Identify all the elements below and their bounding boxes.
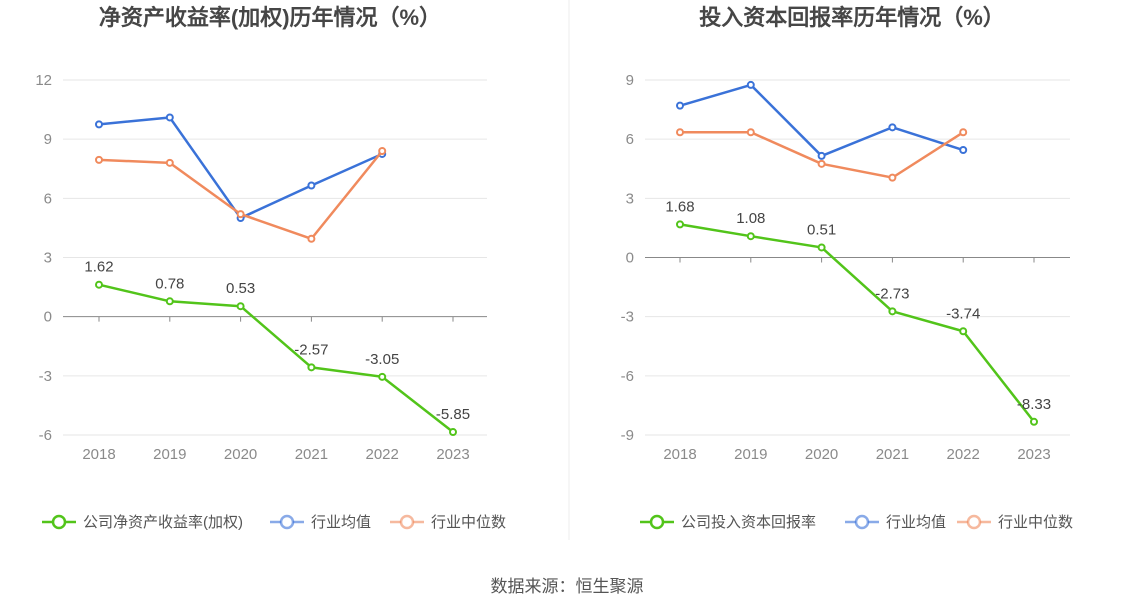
data-point-industry_avg bbox=[95, 120, 103, 129]
y-tick-label: -3 bbox=[39, 368, 52, 385]
data-label: -3.05 bbox=[365, 351, 399, 368]
data-point-company bbox=[676, 220, 684, 229]
x-tick-label: 2018 bbox=[663, 446, 696, 463]
legend-label: 公司净资产收益率(加权) bbox=[83, 514, 243, 531]
data-label: -2.57 bbox=[294, 341, 328, 358]
x-tick-label: 2019 bbox=[153, 446, 186, 463]
data-point-industry_avg bbox=[888, 123, 897, 132]
data-label: 1.68 bbox=[665, 198, 694, 215]
data-point-industry_avg bbox=[817, 151, 826, 160]
data-point-industry_avg bbox=[165, 113, 174, 122]
y-tick-label: -6 bbox=[39, 427, 52, 444]
x-tick-label: 2021 bbox=[295, 446, 328, 463]
data-point-company bbox=[449, 428, 457, 437]
series-line-industry_median bbox=[98, 150, 384, 241]
series-line-company bbox=[98, 283, 454, 434]
data-label: -3.74 bbox=[946, 305, 980, 322]
roic-chart-panel: 投入资本回报率历年情况（%） 9 6 3 0 -3 -6 -9 2018 2019 2020 2021… bbox=[621, 5, 1073, 531]
data-point-industry_median bbox=[959, 128, 968, 137]
data-point-industry_median bbox=[378, 147, 387, 155]
data-point-company bbox=[817, 243, 826, 252]
legend-marker-industry_avg bbox=[279, 514, 295, 530]
data-point-industry_median bbox=[236, 210, 245, 219]
legend-marker-company bbox=[51, 514, 67, 530]
data-point-industry_avg bbox=[307, 181, 316, 190]
data-point-company bbox=[746, 232, 755, 241]
x-tick-label: 2018 bbox=[82, 446, 115, 463]
x-tick-label: 2022 bbox=[947, 446, 980, 463]
data-point-company bbox=[165, 297, 174, 306]
x-tick-label: 2023 bbox=[436, 446, 469, 463]
data-label: 0.78 bbox=[155, 275, 184, 292]
y-tick-label: -9 bbox=[621, 427, 634, 444]
data-point-company bbox=[378, 372, 387, 381]
legend-label: 行业中位数 bbox=[431, 514, 506, 531]
series-line-industry_avg bbox=[679, 83, 964, 158]
data-label: -5.85 bbox=[436, 406, 470, 423]
data-label: 0.51 bbox=[807, 221, 836, 238]
data-point-company bbox=[236, 302, 245, 311]
data-point-industry_median bbox=[307, 234, 316, 243]
data-label: 1.08 bbox=[736, 210, 765, 227]
series-line-company bbox=[679, 223, 1035, 423]
data-point-industry_median bbox=[746, 128, 755, 137]
data-label: -8.33 bbox=[1017, 396, 1051, 413]
data-point-industry_median bbox=[888, 173, 897, 182]
data-point-industry_avg bbox=[959, 146, 968, 155]
legend-label: 行业均值 bbox=[311, 514, 371, 531]
y-tick-label: -6 bbox=[621, 368, 634, 385]
y-tick-label: -3 bbox=[621, 309, 634, 326]
legend-label: 行业均值 bbox=[886, 514, 946, 531]
data-point-industry_median bbox=[817, 159, 826, 168]
data-label: 0.53 bbox=[226, 280, 255, 297]
chart-title: 净资产收益率(加权)历年情况（%） bbox=[99, 5, 441, 30]
x-tick-label: 2021 bbox=[876, 446, 909, 463]
data-point-company bbox=[1030, 417, 1038, 426]
chart-title: 投入资本回报率历年情况（%） bbox=[699, 5, 1005, 30]
y-tick-label: 6 bbox=[626, 131, 634, 148]
data-source-note: 数据来源：恒生聚源 bbox=[491, 577, 644, 596]
legend-marker-company bbox=[649, 514, 665, 530]
y-tick-label: 3 bbox=[44, 250, 52, 267]
y-tick-label: 6 bbox=[44, 190, 52, 207]
data-point-industry_median bbox=[676, 128, 684, 137]
x-tick-label: 2022 bbox=[366, 446, 399, 463]
data-point-industry_avg bbox=[676, 101, 684, 110]
data-point-industry_median bbox=[165, 158, 174, 167]
roe-chart-panel: 净资产收益率(加权)历年情况（%） 12 9 6 3 0 -3 -6 2018 2019 2020 2… bbox=[35, 5, 506, 531]
x-tick-label: 2020 bbox=[224, 446, 257, 463]
y-tick-label: 3 bbox=[626, 190, 634, 207]
legend-marker-industry_avg bbox=[854, 514, 870, 530]
data-point-industry_median bbox=[95, 155, 103, 164]
data-point-company bbox=[95, 280, 103, 289]
legend-label: 行业中位数 bbox=[998, 514, 1073, 531]
data-point-company bbox=[888, 307, 897, 316]
legend-marker-industry_median bbox=[399, 514, 415, 530]
data-point-industry_avg bbox=[746, 80, 755, 89]
x-tick-label: 2019 bbox=[734, 446, 767, 463]
legend-label: 公司投入资本回报率 bbox=[681, 514, 816, 531]
data-label: -2.73 bbox=[875, 285, 909, 302]
x-tick-label: 2023 bbox=[1017, 446, 1050, 463]
data-point-company bbox=[959, 327, 968, 336]
legend-marker-industry_median bbox=[966, 514, 982, 530]
data-point-company bbox=[307, 363, 316, 372]
y-tick-label: 0 bbox=[626, 250, 634, 267]
y-tick-label: 9 bbox=[44, 131, 52, 148]
x-tick-label: 2020 bbox=[805, 446, 838, 463]
y-tick-label: 12 bbox=[35, 72, 52, 89]
y-tick-label: 9 bbox=[626, 72, 634, 89]
y-tick-label: 0 bbox=[44, 309, 52, 326]
data-label: 1.62 bbox=[84, 259, 113, 276]
